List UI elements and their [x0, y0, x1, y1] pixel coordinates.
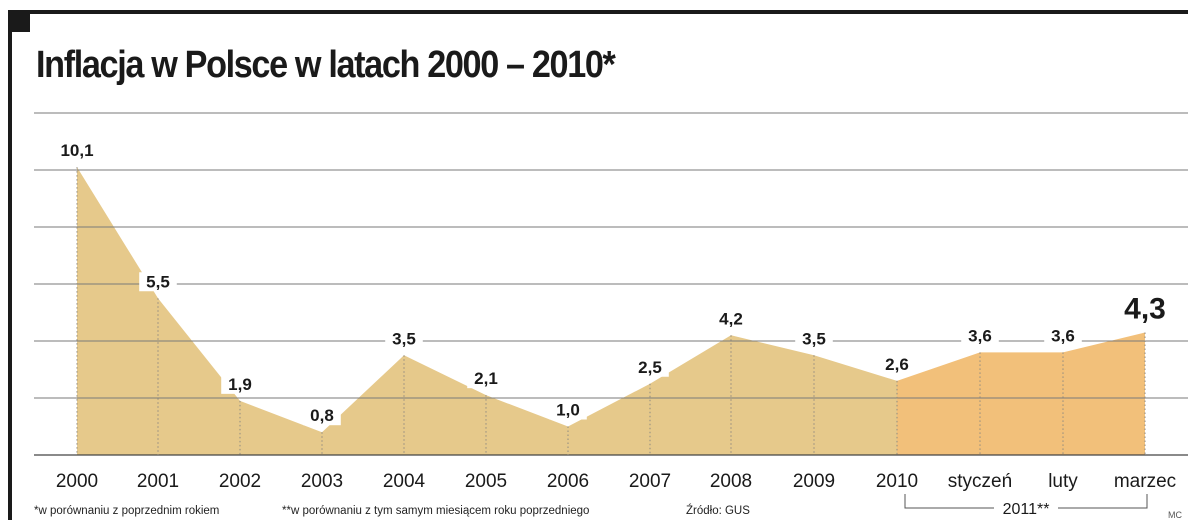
x-tick-label: marzec [1114, 471, 1176, 492]
x-tick-label: 2009 [793, 471, 835, 492]
value-label-bg [221, 374, 259, 394]
value-label: 1,0 [556, 401, 580, 420]
x-tick-label: 2007 [629, 471, 671, 492]
value-label-bg [961, 326, 999, 346]
frame-top-bar [8, 10, 1188, 14]
value-label-bg [385, 329, 423, 349]
value-label-bg [467, 369, 505, 389]
value-label: 3,6 [1051, 326, 1075, 345]
footnote-annual: *w porównaniu z poprzednim rokiem [34, 505, 220, 517]
value-label-bg [139, 272, 177, 292]
x-tick-label: luty [1048, 471, 1078, 492]
x-tick-label: 2010 [876, 471, 918, 492]
footnote-monthly: **w porównaniu z tym samym miesiącem rok… [282, 505, 590, 517]
value-label: 0,8 [310, 406, 334, 425]
value-label: 2,5 [638, 358, 662, 377]
value-label: 4,3 [1124, 292, 1166, 325]
x-tick-label: 2008 [710, 471, 752, 492]
x-tick-label: 2006 [547, 471, 589, 492]
frame-left-bar [8, 10, 12, 520]
value-label-bg [549, 400, 587, 420]
value-label-bg [53, 141, 101, 161]
value-label: 1,9 [228, 375, 252, 394]
area-2011-monthly [897, 332, 1145, 455]
chart-title: Inflacja w Polsce w latach 2000 – 2010* [36, 44, 616, 86]
value-label: 2,1 [474, 369, 498, 388]
x-tick-label: 2002 [219, 471, 261, 492]
x-tick-label: 2004 [383, 471, 426, 492]
value-label: 10,1 [60, 141, 93, 160]
value-label-bg [303, 406, 341, 426]
value-label-bg [878, 354, 916, 374]
group-label-bg [994, 498, 1058, 516]
value-label-bg [712, 309, 750, 329]
x-tick-label: 2005 [465, 471, 507, 492]
group-label: 2011** [1003, 501, 1050, 518]
value-label-bg [631, 357, 669, 377]
x-tick-label: 2001 [137, 471, 179, 492]
author-initials: MC [1168, 510, 1182, 520]
x-tick-label: 2000 [56, 471, 98, 492]
value-label-bg [795, 329, 833, 349]
value-label: 2,6 [885, 355, 909, 374]
area-annual [77, 167, 897, 455]
value-label: 4,2 [719, 309, 743, 328]
value-label-bg [1114, 290, 1176, 323]
source-note: Źródło: GUS [686, 505, 750, 517]
value-label: 3,5 [392, 329, 416, 348]
value-label: 5,5 [146, 272, 170, 291]
value-label-bg [1044, 326, 1082, 346]
frame-corner-block [8, 10, 30, 32]
x-tick-label: styczeń [948, 471, 1012, 492]
value-label: 3,5 [802, 329, 826, 348]
value-label: 3,6 [968, 326, 992, 345]
x-tick-label: 2003 [301, 471, 343, 492]
